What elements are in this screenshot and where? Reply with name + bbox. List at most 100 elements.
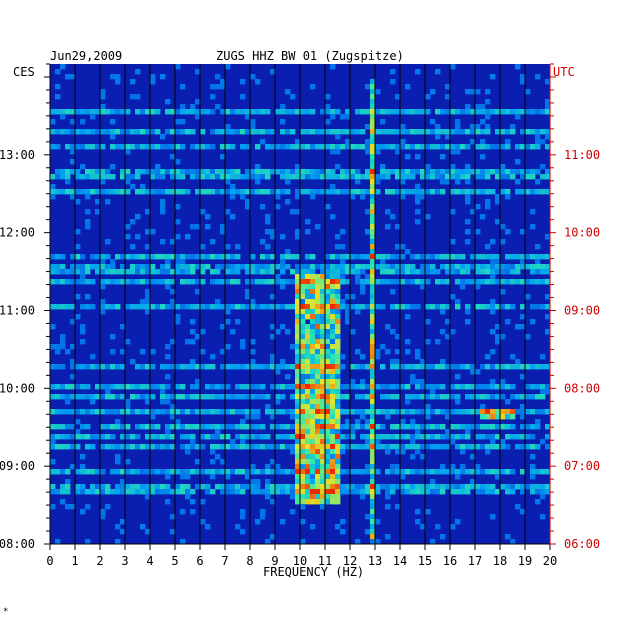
- heatmap-cell: [385, 534, 391, 540]
- heatmap-cell: [175, 264, 181, 270]
- heatmap-cell: [95, 269, 101, 275]
- heatmap-cell: [65, 74, 71, 80]
- heatmap-cell: [295, 109, 301, 115]
- heatmap-cell: [275, 424, 281, 430]
- heatmap-cell: [105, 254, 111, 260]
- heatmap-cell: [315, 274, 321, 280]
- heatmap-cell: [305, 404, 311, 410]
- heatmap-cell: [325, 309, 331, 315]
- heatmap-cell: [540, 394, 546, 400]
- heatmap-cell: [160, 399, 166, 405]
- heatmap-cell: [375, 484, 381, 490]
- heatmap-cell: [110, 134, 116, 140]
- heatmap-cell: [220, 154, 226, 160]
- heatmap-cell: [310, 174, 316, 180]
- heatmap-cell: [195, 144, 201, 150]
- heatmap-cell: [65, 434, 71, 440]
- heatmap-cell: [265, 264, 271, 270]
- heatmap-cell: [500, 164, 506, 170]
- heatmap-cell: [525, 169, 531, 175]
- heatmap-cell: [155, 304, 161, 310]
- heatmap-cell: [185, 484, 191, 490]
- heatmap-cell: [490, 329, 496, 335]
- heatmap-cell: [325, 364, 331, 370]
- heatmap-cell: [125, 149, 131, 155]
- heatmap-cell: [60, 364, 66, 370]
- heatmap-cell: [270, 469, 276, 475]
- heatmap-cell: [470, 469, 476, 475]
- heatmap-cell: [190, 394, 196, 400]
- heatmap-cell: [530, 424, 536, 430]
- heatmap-cell: [165, 499, 171, 505]
- heatmap-cell: [55, 489, 61, 495]
- heatmap-cell: [350, 364, 356, 370]
- heatmap-cell: [270, 254, 276, 260]
- heatmap-cell: [300, 444, 306, 450]
- heatmap-cell: [425, 384, 431, 390]
- heatmap-cell: [350, 484, 356, 490]
- heatmap-cell: [130, 279, 136, 285]
- heatmap-cell: [120, 384, 126, 390]
- heatmap-cell: [345, 129, 351, 135]
- heatmap-cell: [200, 169, 206, 175]
- heatmap-cell: [95, 189, 101, 195]
- heatmap-cell: [410, 444, 416, 450]
- heatmap-cell: [300, 499, 306, 505]
- heatmap-cell: [260, 129, 266, 135]
- heatmap-cell: [315, 449, 321, 455]
- heatmap-cell: [385, 489, 391, 495]
- heatmap-cell: [280, 324, 286, 330]
- heatmap-cell: [485, 304, 491, 310]
- heatmap-cell: [365, 279, 371, 285]
- heatmap-cell: [120, 444, 126, 450]
- heatmap-cell: [120, 254, 126, 260]
- heatmap-cell: [415, 269, 421, 275]
- heatmap-cell: [305, 384, 311, 390]
- heatmap-cell: [485, 394, 491, 400]
- heatmap-cell: [460, 364, 466, 370]
- heatmap-cell: [380, 424, 386, 430]
- heatmap-cell: [120, 469, 126, 475]
- heatmap-cell: [150, 144, 156, 150]
- heatmap-cell: [290, 424, 296, 430]
- heatmap-cell: [135, 484, 141, 490]
- heatmap-cell: [485, 409, 491, 415]
- heatmap-cell: [370, 299, 376, 305]
- heatmap-cell: [235, 189, 241, 195]
- heatmap-cell: [365, 489, 371, 495]
- heatmap-cell: [310, 274, 316, 280]
- heatmap-cell: [240, 419, 246, 425]
- heatmap-cell: [70, 144, 76, 150]
- heatmap-cell: [185, 444, 191, 450]
- heatmap-cell: [465, 169, 471, 175]
- heatmap-cell: [55, 94, 61, 100]
- heatmap-cell: [225, 144, 231, 150]
- heatmap-cell: [310, 344, 316, 350]
- heatmap-cell: [380, 119, 386, 125]
- heatmap-cell: [180, 104, 186, 110]
- heatmap-cell: [240, 174, 246, 180]
- heatmap-cell: [120, 279, 126, 285]
- heatmap-cell: [115, 454, 121, 460]
- heatmap-cell: [535, 109, 541, 115]
- heatmap-cell: [255, 164, 261, 170]
- heatmap-cell: [280, 424, 286, 430]
- heatmap-cell: [330, 354, 336, 360]
- heatmap-cell: [300, 169, 306, 175]
- heatmap-cell: [265, 169, 271, 175]
- heatmap-cell: [190, 279, 196, 285]
- heatmap-cell: [150, 304, 156, 310]
- heatmap-cell: [75, 109, 81, 115]
- heatmap-cell: [505, 139, 511, 145]
- heatmap-cell: [385, 264, 391, 270]
- heatmap-cell: [210, 129, 216, 135]
- heatmap-cell: [200, 264, 206, 270]
- heatmap-cell: [115, 109, 121, 115]
- heatmap-cell: [225, 254, 231, 260]
- heatmap-cell: [395, 279, 401, 285]
- heatmap-cell: [260, 434, 266, 440]
- heatmap-cell: [315, 354, 321, 360]
- heatmap-cell: [235, 264, 241, 270]
- heatmap-cell: [125, 254, 131, 260]
- heatmap-cell: [125, 169, 131, 175]
